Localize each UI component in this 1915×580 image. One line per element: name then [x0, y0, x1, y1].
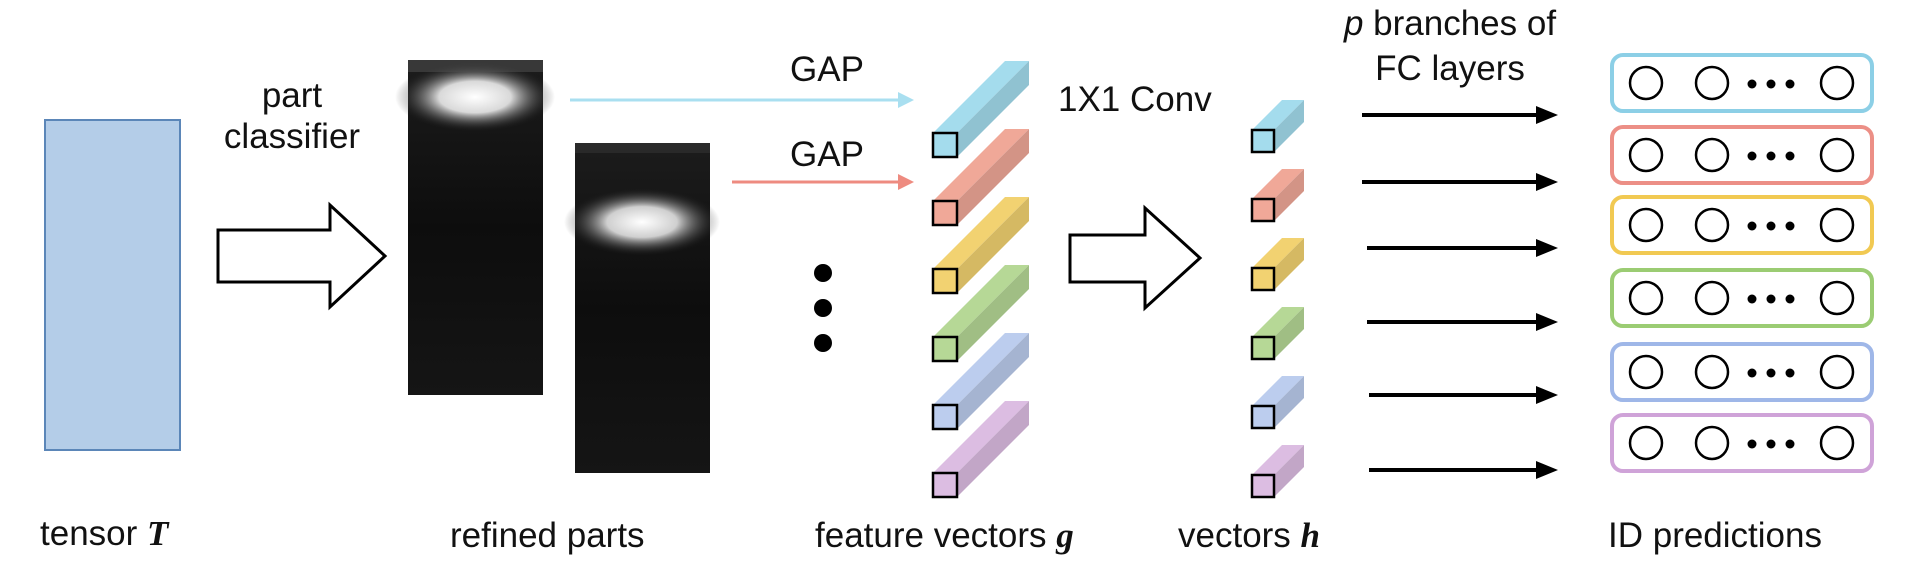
id-predictions-label: ID predictions — [1608, 516, 1822, 555]
vectors-symbol: h — [1300, 516, 1321, 555]
fc-arrow-2 — [1362, 173, 1558, 191]
tensor-block — [44, 119, 181, 451]
tensor-label: tensor T — [40, 516, 168, 551]
vector-h-6 — [1250, 445, 1304, 499]
vector-h-3 — [1250, 238, 1304, 292]
feature-vectors-g — [931, 61, 1029, 499]
part-classifier-label: part classifier — [212, 78, 372, 154]
tensor-text: tensor — [40, 514, 147, 553]
gap-label-2: GAP — [790, 135, 864, 174]
id-box-2 — [1610, 125, 1874, 185]
feature-vectors-text: feature vectors — [815, 516, 1057, 555]
feature-vector-4 — [931, 265, 1029, 363]
refined-part-map-1 — [395, 60, 555, 395]
conv-label: 1X1 Conv — [1058, 80, 1212, 119]
fc-arrow-1 — [1362, 106, 1558, 124]
fc-arrows — [1362, 106, 1558, 479]
vectors-h — [1250, 100, 1304, 499]
refined-part-map-2 — [564, 143, 720, 473]
feature-symbol: g — [1056, 516, 1074, 555]
feature-vector-1 — [931, 61, 1029, 159]
id-box-5 — [1610, 342, 1874, 402]
fc-arrow-5 — [1369, 386, 1558, 404]
tensor-symbol: T — [147, 514, 169, 553]
id-predictions — [1610, 53, 1874, 473]
feature-vector-3 — [931, 197, 1029, 295]
vector-h-4 — [1250, 307, 1304, 361]
fc-arrow-3 — [1367, 239, 1558, 257]
fc-arrow-6 — [1369, 461, 1558, 479]
vector-h-2 — [1250, 169, 1304, 223]
gap-arrow-2 — [732, 174, 914, 190]
id-box-3 — [1610, 195, 1874, 255]
refined-parts-label: refined parts — [450, 516, 645, 555]
gap-arrow-1 — [570, 92, 914, 108]
fc-branches-line-1: p branches of — [1320, 6, 1580, 41]
feature-vector-6 — [931, 401, 1029, 499]
part-classifier-line-2: classifier — [223, 117, 361, 156]
feature-vector-5 — [931, 333, 1029, 431]
p-symbol: p — [1343, 4, 1364, 43]
id-box-4 — [1610, 268, 1874, 328]
vector-h-1 — [1250, 100, 1304, 154]
fc-branches-label: p branches of FC layers — [1320, 6, 1580, 86]
ellipsis-dots — [814, 264, 832, 352]
gap-label-1: GAP — [790, 50, 864, 89]
vectors-text: vectors — [1178, 516, 1301, 555]
id-box-1 — [1610, 53, 1874, 113]
vector-h-5 — [1250, 376, 1304, 430]
fc-arrow-4 — [1367, 313, 1558, 331]
feature-vectors-label: feature vectors g — [815, 518, 1074, 553]
vectors-h-label: vectors h — [1178, 518, 1320, 553]
part-classifier-arrow — [216, 201, 388, 311]
fc-branches-line-2: FC layers — [1375, 49, 1525, 88]
id-box-6 — [1610, 413, 1874, 473]
feature-vector-2 — [931, 129, 1029, 227]
conv-arrow — [1068, 204, 1203, 312]
part-classifier-line-1: part — [261, 76, 323, 115]
fc-branches-text: branches of — [1363, 4, 1557, 43]
